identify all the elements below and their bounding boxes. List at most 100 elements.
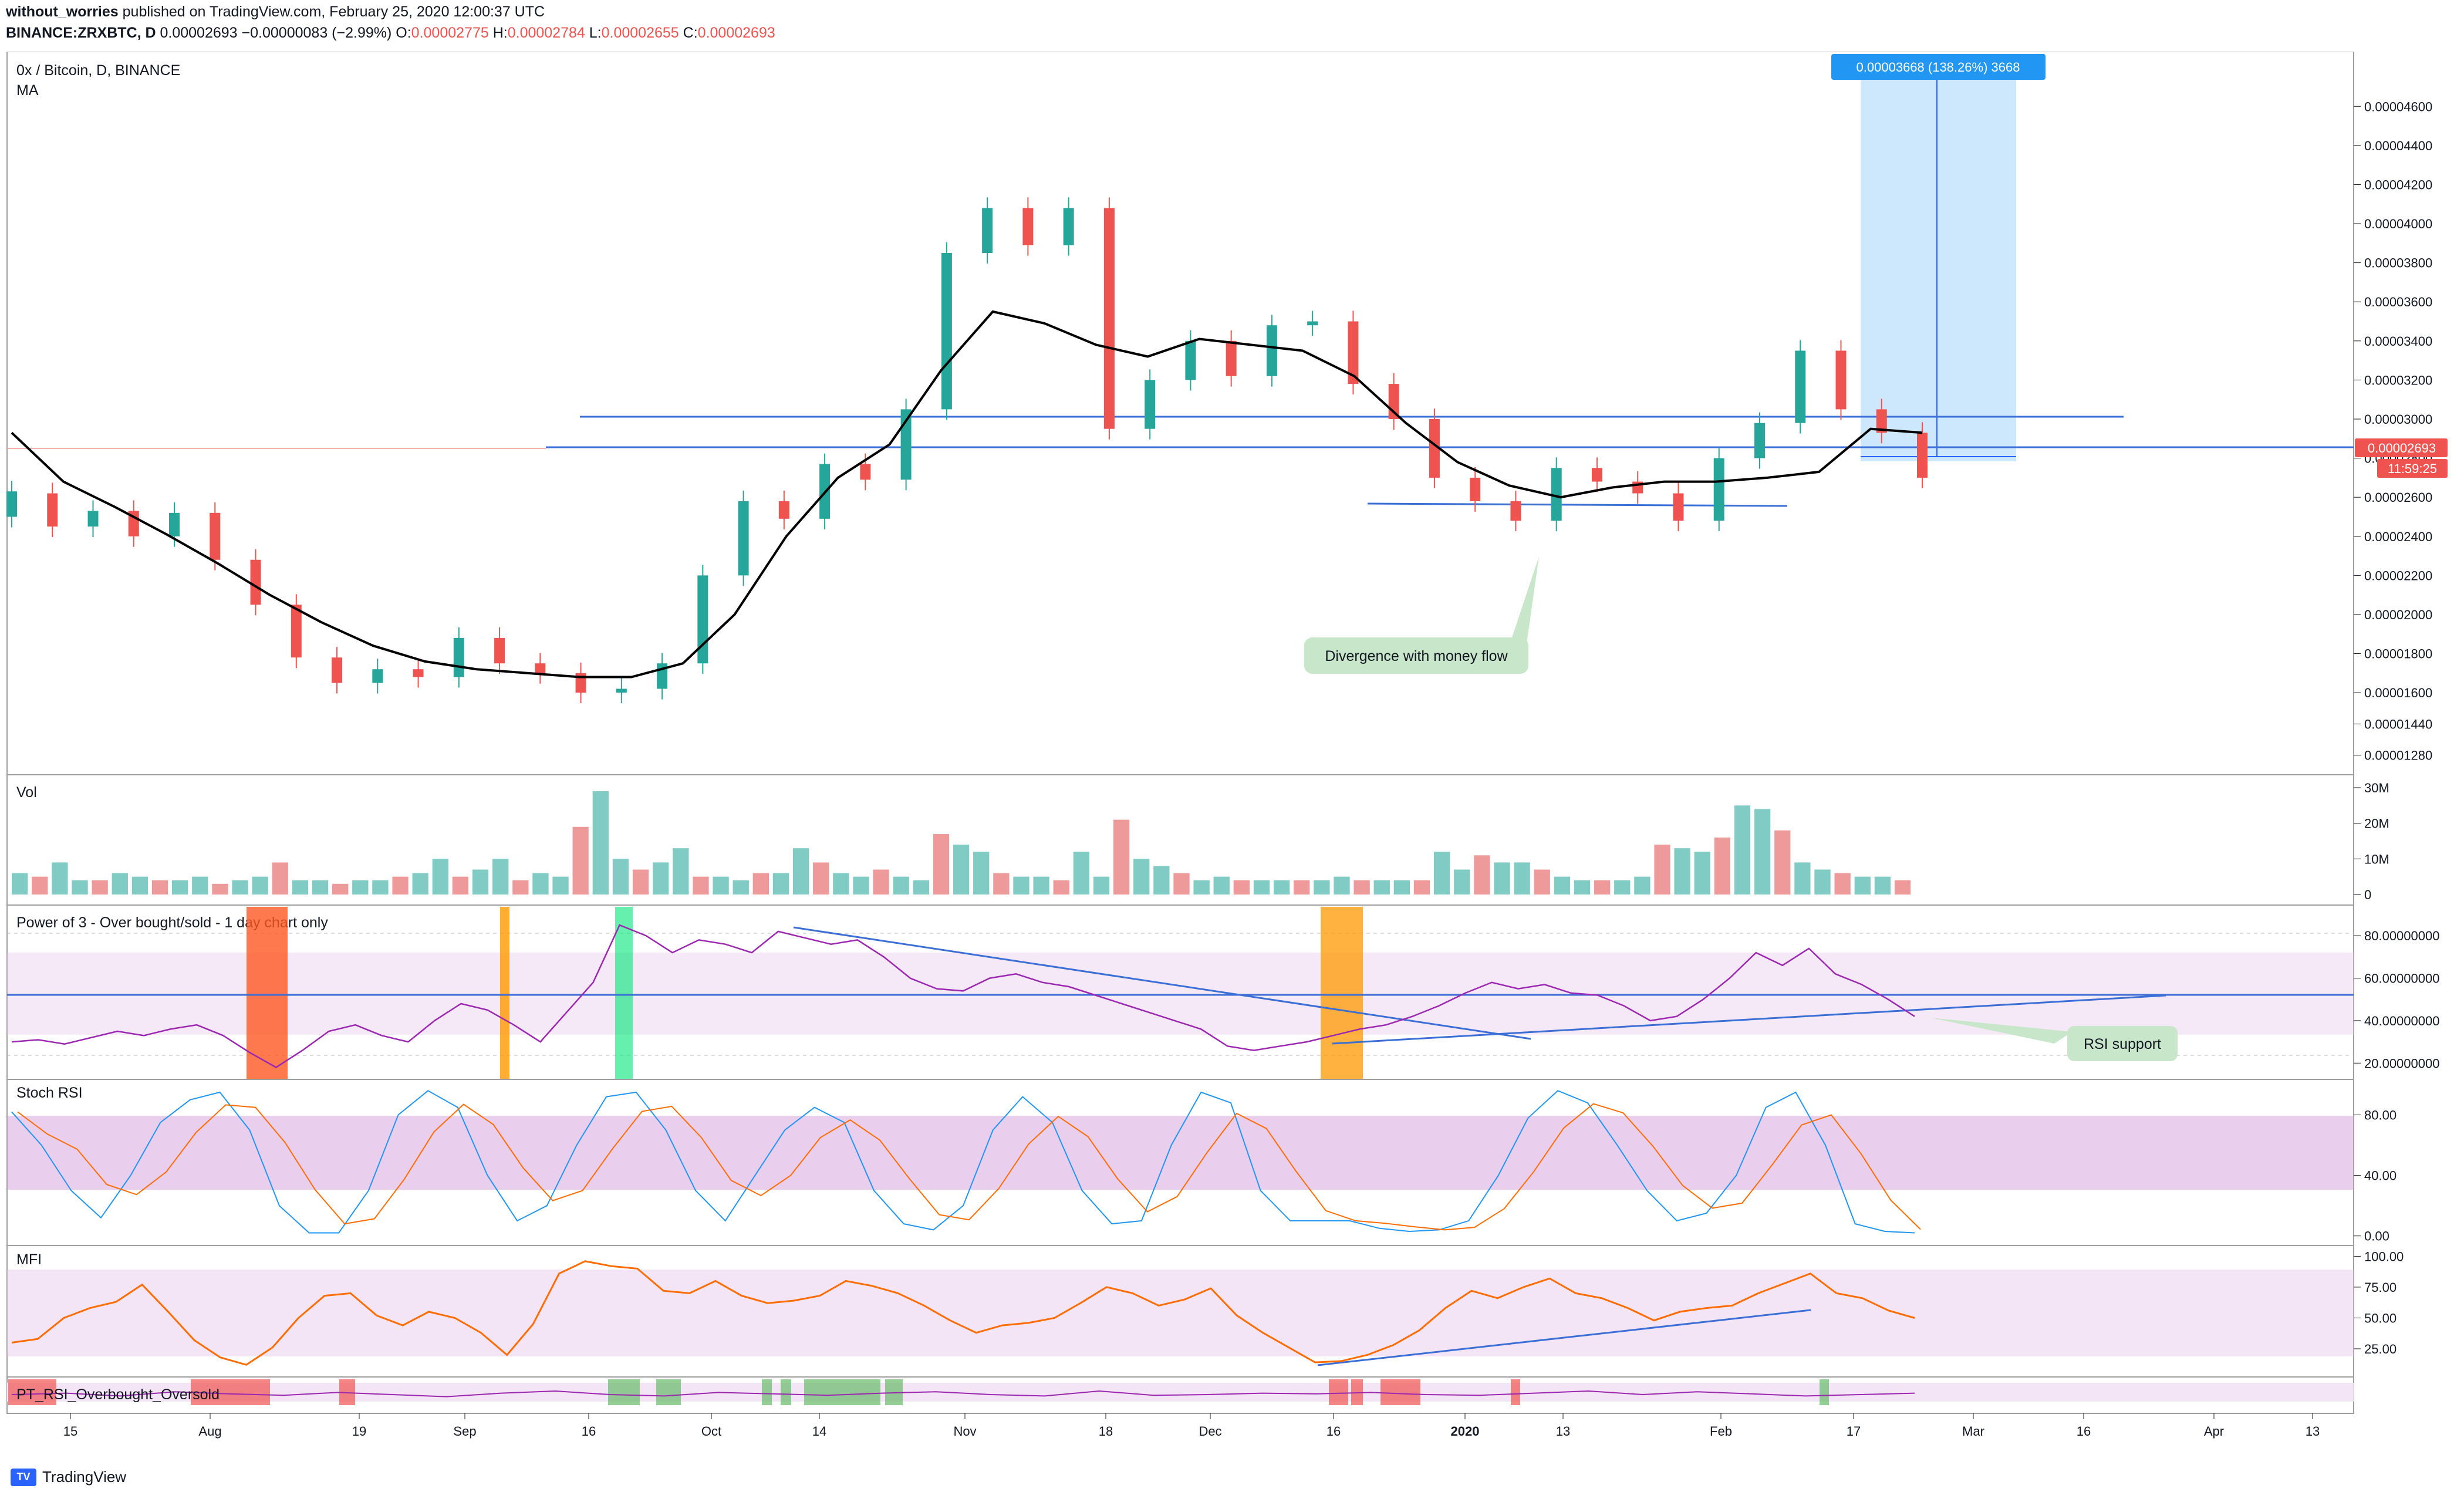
volume-bar[interactable] — [693, 876, 709, 894]
volume-bar[interactable] — [572, 826, 589, 894]
volume-bar[interactable] — [1173, 873, 1190, 894]
volume-bar[interactable] — [452, 876, 469, 894]
volume-bar[interactable] — [592, 791, 609, 894]
volume-bar[interactable] — [1253, 880, 1270, 894]
candle[interactable] — [1551, 468, 1562, 521]
volume-bar[interactable] — [1634, 876, 1650, 894]
candle[interactable] — [332, 657, 343, 683]
volume-bar[interactable] — [312, 880, 329, 894]
volume-bar[interactable] — [772, 873, 789, 894]
volume-bar[interactable] — [552, 876, 569, 894]
volume-bar[interactable] — [1734, 805, 1751, 894]
candle[interactable] — [860, 464, 871, 480]
volume-bar[interactable] — [1814, 869, 1831, 894]
candle[interactable] — [1510, 501, 1521, 521]
volume-bar[interactable] — [1854, 876, 1871, 894]
volume-bar[interactable] — [1494, 862, 1510, 894]
volume-bar[interactable] — [12, 873, 28, 894]
candle[interactable] — [1226, 340, 1237, 376]
volume-bar[interactable] — [833, 873, 849, 894]
p3-axis[interactable]: 80.00000000 60.00000000 40.00000000 20.0000… — [2354, 929, 2439, 1071]
volume-bar[interactable] — [993, 873, 1010, 894]
volume-bar[interactable] — [252, 876, 268, 894]
candle[interactable] — [1835, 350, 1847, 410]
volume-bar[interactable] — [1433, 852, 1450, 894]
footer-brand[interactable]: TradingView — [42, 1468, 127, 1486]
candle[interactable] — [1673, 493, 1684, 521]
volume-bar[interactable] — [112, 873, 128, 894]
tradingview-logo-icon[interactable]: TV — [11, 1468, 36, 1486]
volume-bar[interactable] — [412, 873, 428, 894]
volume-bar[interactable] — [492, 859, 509, 894]
volume-bar[interactable] — [973, 852, 990, 894]
candle[interactable] — [1022, 208, 1034, 245]
volume-bar[interactable] — [853, 876, 869, 894]
candle[interactable] — [738, 501, 749, 576]
volume-bar[interactable] — [172, 880, 188, 894]
volume-bar[interactable] — [352, 880, 369, 894]
volume-bar[interactable] — [192, 876, 208, 894]
volume-bar[interactable] — [913, 880, 929, 894]
p3-uptrend[interactable] — [1332, 994, 2166, 1045]
mfi-axis[interactable]: 100.00 75.00 50.00 25.00 — [2354, 1249, 2404, 1356]
volume-bar[interactable] — [52, 862, 68, 894]
stoch-axis[interactable]: 80.00 40.00 0.00 — [2354, 1108, 2397, 1244]
ptrsi-line[interactable] — [11, 1390, 1915, 1398]
volume-bar[interactable] — [1314, 880, 1330, 894]
volume-bar[interactable] — [1393, 880, 1410, 894]
candle[interactable] — [6, 491, 17, 517]
candle[interactable] — [1754, 423, 1765, 458]
volume-bar[interactable] — [1674, 848, 1690, 894]
volume-bar[interactable] — [1474, 855, 1490, 894]
volume-bar[interactable] — [1213, 876, 1230, 894]
volume-bar[interactable] — [713, 876, 729, 894]
volume-bar[interactable] — [1794, 862, 1811, 894]
volume-bar[interactable] — [1654, 845, 1670, 894]
candle[interactable] — [413, 669, 424, 677]
candle[interactable] — [1591, 468, 1602, 482]
volume-bar[interactable] — [512, 880, 529, 894]
candle[interactable] — [1103, 208, 1115, 429]
volume-bar[interactable] — [1053, 880, 1069, 894]
main-price-axis[interactable]: 0.00004600 0.00004400 0.00004200 0.00004000… — [2354, 99, 2432, 763]
volume-bar[interactable] — [1133, 859, 1150, 894]
p3-rsi-line[interactable] — [11, 924, 1915, 1068]
candle[interactable] — [1713, 458, 1724, 521]
volume-bar[interactable] — [92, 880, 108, 894]
volume-bar[interactable] — [1514, 862, 1530, 894]
candle[interactable] — [616, 688, 627, 693]
volume-bar[interactable] — [1373, 880, 1390, 894]
volume-bar[interactable] — [1273, 880, 1290, 894]
candle[interactable] — [453, 637, 464, 677]
author-name[interactable]: without_worries — [6, 4, 119, 20]
candle[interactable] — [1795, 350, 1806, 423]
volume-bar[interactable] — [292, 880, 309, 894]
volume-bar[interactable] — [893, 876, 909, 894]
candle[interactable] — [1185, 340, 1196, 380]
volume-bar[interactable] — [953, 845, 970, 894]
volume-bar[interactable] — [632, 869, 649, 894]
volume-bar[interactable] — [1874, 876, 1891, 894]
rsi-support-annotation[interactable] — [2067, 1026, 2178, 1061]
time-axis[interactable]: 15 Aug 19 Sep 16 Oct 14 Nov 18 Dec 16 2020 13 Feb 17 Ma… — [63, 1413, 2320, 1439]
volume-bar[interactable] — [332, 883, 349, 894]
candle[interactable] — [250, 559, 261, 605]
chart-frame[interactable]: 0x / Bitcoin, D, BINANCE MA 0.00003668 (… — [0, 52, 2464, 1460]
candle[interactable] — [535, 663, 546, 673]
volume-bar[interactable] — [1754, 809, 1771, 894]
volume-bar[interactable] — [1534, 869, 1550, 894]
volume-bar[interactable] — [1454, 869, 1470, 894]
vol-axis[interactable]: 30M 20M 10M 0 — [2354, 781, 2389, 902]
candle[interactable] — [1470, 477, 1481, 501]
volume-bar[interactable] — [1334, 876, 1350, 894]
candle[interactable] — [169, 512, 180, 536]
volume-bar[interactable] — [733, 880, 749, 894]
candle[interactable] — [1145, 380, 1156, 429]
candle[interactable] — [291, 605, 302, 658]
mfi-uptrend[interactable] — [1317, 1309, 1811, 1366]
volume-bar[interactable] — [272, 862, 288, 894]
volume-bar[interactable] — [232, 880, 248, 894]
volume-bar[interactable] — [1073, 852, 1089, 894]
volume-bar[interactable] — [933, 833, 950, 894]
volume-bar[interactable] — [1694, 852, 1710, 894]
